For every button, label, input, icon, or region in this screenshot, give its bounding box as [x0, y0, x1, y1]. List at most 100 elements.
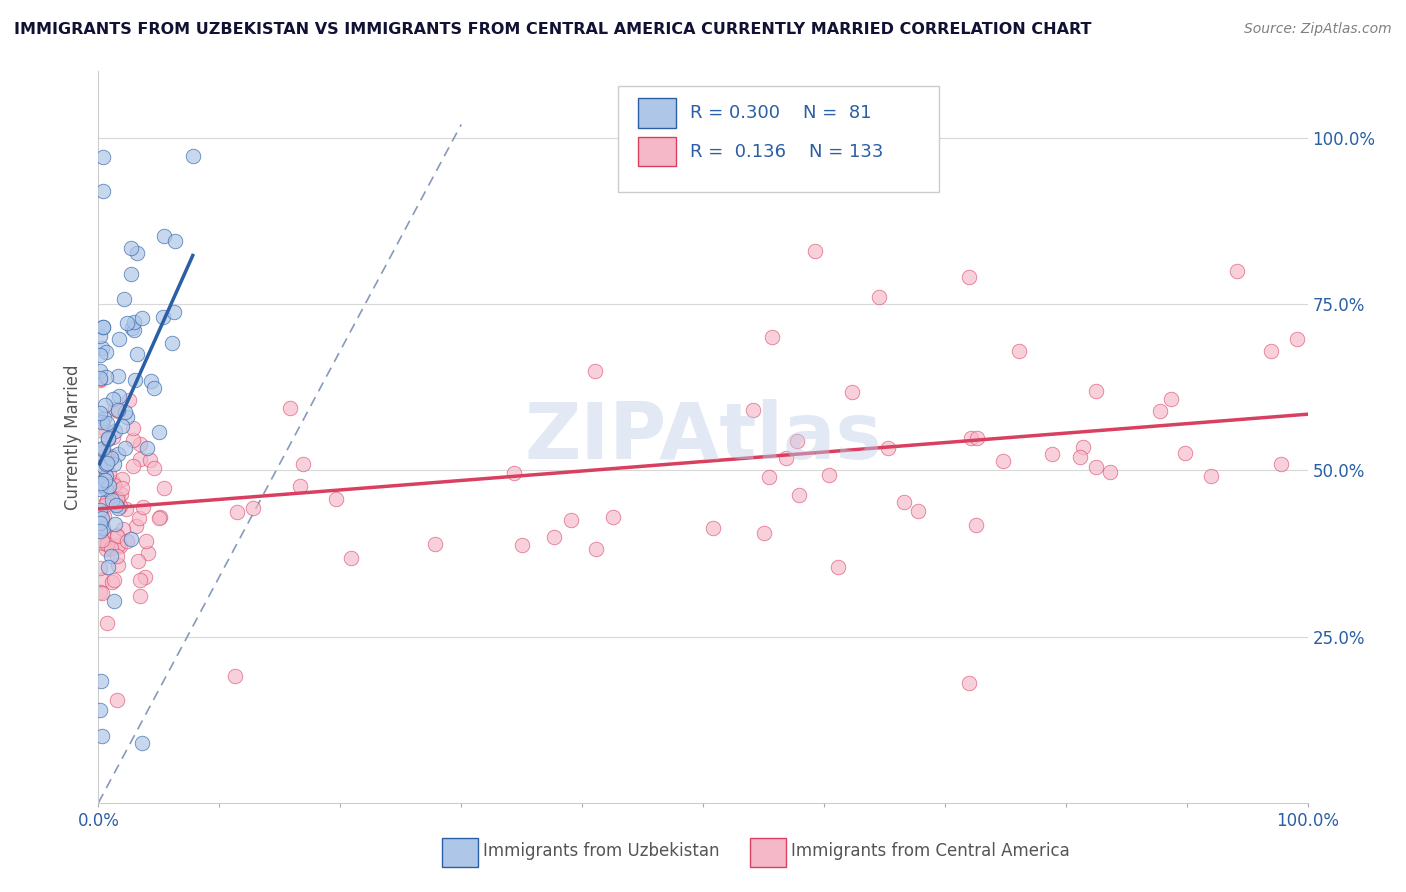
- Point: [105, 549, 128, 563]
- Point: [543, 530, 565, 544]
- Point: [96, 416, 118, 430]
- Point: [94, 469, 117, 483]
- Point: [90, 477, 112, 491]
- Point: [107, 491, 129, 506]
- Point: [111, 481, 134, 495]
- Point: [160, 335, 183, 350]
- Point: [103, 574, 125, 588]
- Point: [90, 507, 112, 521]
- Point: [96, 537, 118, 551]
- Point: [101, 574, 124, 589]
- Point: [224, 669, 246, 683]
- Point: [89, 561, 111, 575]
- Point: [959, 431, 981, 445]
- Point: [127, 246, 149, 260]
- Point: [91, 533, 114, 548]
- Point: [89, 363, 111, 377]
- Point: [278, 401, 301, 416]
- Point: [132, 500, 155, 514]
- Point: [142, 381, 165, 395]
- Point: [91, 441, 114, 455]
- Point: [98, 479, 121, 493]
- Point: [163, 235, 186, 249]
- Point: [97, 432, 120, 446]
- Point: [96, 616, 118, 631]
- Point: [100, 492, 122, 507]
- Point: [107, 558, 129, 572]
- Point: [775, 451, 797, 466]
- Point: [1099, 465, 1122, 479]
- Point: [907, 504, 929, 518]
- Point: [93, 410, 115, 425]
- Point: [128, 511, 150, 525]
- Point: [225, 504, 247, 518]
- Point: [90, 674, 112, 689]
- Point: [1285, 332, 1308, 346]
- Point: [152, 310, 174, 325]
- Point: [89, 372, 111, 386]
- Point: [96, 449, 118, 463]
- Point: [89, 414, 111, 428]
- FancyBboxPatch shape: [638, 137, 676, 167]
- Point: [503, 467, 526, 481]
- Point: [425, 537, 447, 551]
- Text: Immigrants from Central America: Immigrants from Central America: [792, 842, 1070, 860]
- Point: [105, 529, 128, 543]
- Point: [93, 450, 115, 465]
- Point: [89, 482, 111, 496]
- Point: [957, 676, 980, 690]
- Point: [108, 499, 131, 513]
- FancyBboxPatch shape: [751, 838, 786, 867]
- Text: R =  0.136    N = 133: R = 0.136 N = 133: [690, 143, 883, 161]
- Point: [91, 320, 114, 334]
- Point: [103, 594, 125, 608]
- Point: [89, 703, 111, 717]
- Point: [135, 533, 157, 548]
- Point: [602, 509, 624, 524]
- Point: [100, 450, 122, 465]
- Point: [138, 545, 160, 559]
- Point: [153, 228, 176, 243]
- Point: [93, 528, 115, 542]
- Point: [93, 465, 115, 479]
- Point: [115, 534, 138, 549]
- Point: [340, 551, 363, 566]
- Point: [100, 541, 122, 555]
- Point: [957, 270, 980, 285]
- Point: [110, 487, 132, 501]
- Point: [107, 538, 129, 552]
- Text: ZIPAtlas: ZIPAtlas: [524, 399, 882, 475]
- Point: [143, 461, 166, 475]
- Point: [112, 522, 135, 536]
- Point: [125, 518, 148, 533]
- Point: [121, 458, 143, 473]
- Point: [94, 370, 117, 384]
- Point: [104, 516, 127, 531]
- Point: [242, 500, 264, 515]
- Point: [90, 573, 112, 587]
- Point: [134, 570, 156, 584]
- Point: [94, 424, 117, 438]
- Point: [1040, 446, 1063, 460]
- Point: [107, 389, 129, 403]
- Point: [120, 267, 142, 281]
- Point: [107, 492, 129, 507]
- Point: [127, 554, 149, 568]
- Point: [1149, 403, 1171, 417]
- Point: [136, 442, 159, 456]
- Point: [787, 488, 810, 502]
- Point: [121, 321, 143, 335]
- Point: [91, 446, 114, 460]
- Point: [125, 347, 148, 361]
- Point: [89, 526, 111, 541]
- Point: [97, 431, 120, 445]
- Point: [89, 424, 111, 438]
- Point: [96, 492, 118, 507]
- Point: [107, 447, 129, 461]
- Point: [1069, 450, 1091, 465]
- Y-axis label: Currently Married: Currently Married: [65, 364, 83, 510]
- Point: [100, 449, 122, 463]
- Point: [758, 470, 780, 484]
- Point: [803, 244, 825, 258]
- Point: [101, 430, 124, 444]
